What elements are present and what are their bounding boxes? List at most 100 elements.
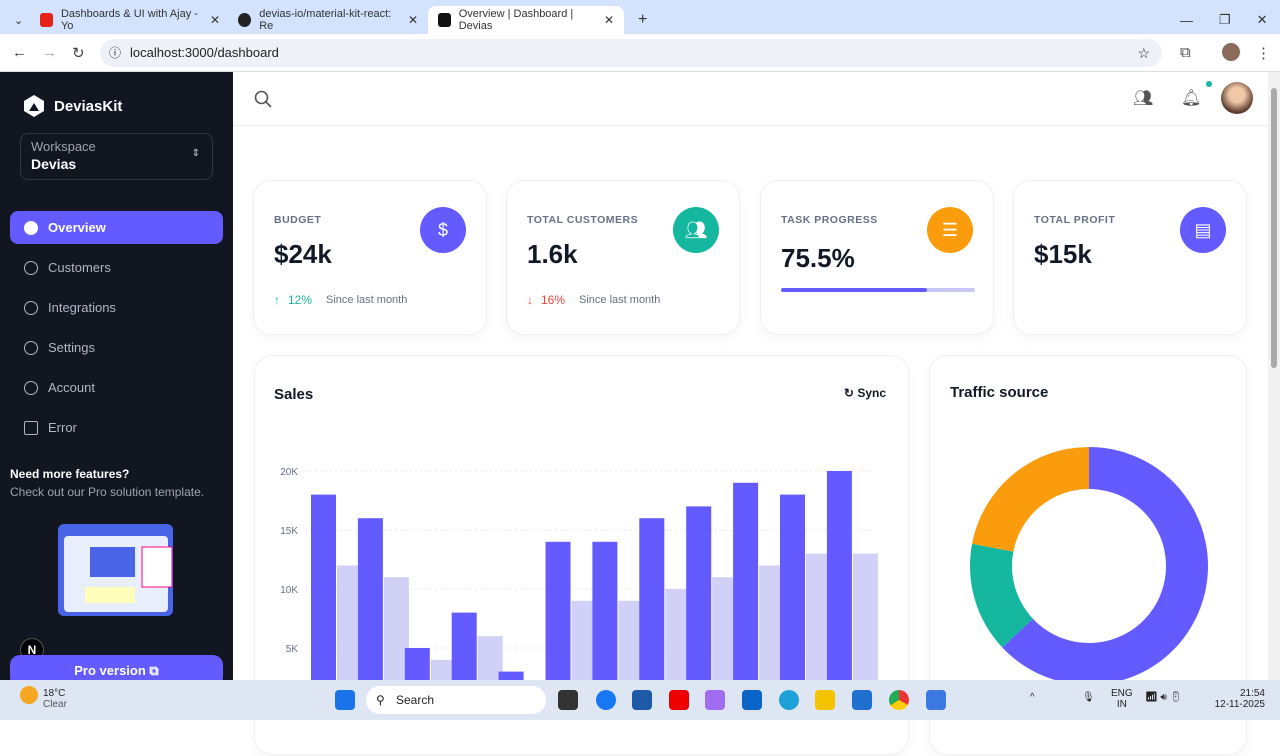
file-explorer-icon[interactable]	[815, 690, 835, 710]
promo-title: Need more features?	[10, 467, 130, 481]
sidebar-item-overview[interactable]: Overview	[10, 211, 223, 244]
sidebar-item-account[interactable]: Account	[10, 371, 223, 404]
x-square-icon	[24, 420, 38, 435]
card-title: TOTAL CUSTOMERS	[527, 214, 639, 226]
search-icon[interactable]	[254, 90, 272, 108]
sync-button[interactable]: ↻ Sync	[843, 386, 886, 400]
stat-card: TOTAL PROFIT $15k ▤	[1013, 180, 1247, 335]
scrollbar-thumb[interactable]	[1271, 88, 1277, 368]
new-tab-button[interactable]: +	[638, 11, 648, 28]
youtube-icon[interactable]	[669, 690, 689, 710]
bar-this-year	[545, 541, 571, 707]
trend: ↑ 12% Since last month	[274, 293, 408, 307]
close-tab-icon[interactable]: ✕	[603, 13, 614, 27]
extensions-icon[interactable]: ⧉	[1180, 44, 1191, 61]
facebook-icon[interactable]	[596, 690, 616, 710]
url-input[interactable]: ⓘ localhost:3000/dashboard ☆	[100, 39, 1162, 67]
brand-logo[interactable]: DeviasKit	[22, 94, 122, 118]
minimize-icon[interactable]: —	[1180, 12, 1193, 28]
top-nav: 👥︎ 🔔︎	[233, 72, 1268, 126]
tray-chevron-icon[interactable]: ^	[1030, 692, 1035, 703]
mic-icon[interactable]: 🎙︎	[1082, 692, 1095, 703]
contacts-icon[interactable]: 👥︎	[1133, 90, 1154, 107]
card-value: $15k	[1034, 239, 1092, 269]
back-icon[interactable]: ←	[12, 44, 27, 61]
menu-icon[interactable]: ⋮	[1256, 45, 1271, 62]
bar-this-year	[357, 518, 383, 707]
clock[interactable]: 21:54 12-11-2025	[1214, 688, 1265, 710]
traffic-title: Traffic source	[950, 384, 1049, 401]
y-tick-label: 20K	[280, 467, 298, 478]
workspace-selector[interactable]: Workspace Devias ⇕	[20, 133, 213, 180]
search-icon: ⚲	[376, 693, 385, 707]
close-window-icon[interactable]: ✕	[1256, 12, 1268, 27]
chevron-up-down-icon: ⇕	[191, 148, 200, 159]
bar-this-year	[733, 482, 759, 707]
progress-fill	[781, 288, 928, 292]
outlook-icon[interactable]	[742, 690, 762, 710]
profile-avatar[interactable]	[1222, 43, 1240, 61]
devias-logo-icon	[24, 95, 44, 117]
app-icon[interactable]	[558, 690, 578, 710]
promo-text: Check out our Pro solution template.	[10, 485, 205, 499]
forward-icon[interactable]: →	[42, 44, 57, 61]
card-icon: ☰	[927, 207, 973, 253]
browser-tab[interactable]: devias-io/material-kit-react: Re ✕	[228, 6, 428, 34]
stat-card: TOTAL CUSTOMERS 1.6k 👥︎ ↓ 16% Since last mo…	[506, 180, 740, 335]
sidebar-item-integrations[interactable]: Integrations	[10, 291, 223, 324]
store-icon[interactable]	[632, 690, 652, 710]
y-tick-label: 5K	[286, 644, 299, 655]
browser-tab[interactable]: Dashboards & UI with Ajay - Yo ✕	[30, 6, 230, 34]
bell-icon[interactable]: 🔔︎	[1181, 90, 1202, 107]
language-indicator[interactable]: ENG IN	[1111, 688, 1133, 710]
card-icon: 👥︎	[673, 207, 719, 253]
weather-widget[interactable]: 18°C Clear	[43, 688, 67, 710]
wifi-volume-battery-icons[interactable]: 📶︎ 🔊︎ 🔋︎	[1145, 692, 1183, 703]
bar-this-year	[780, 494, 805, 707]
copilot-icon[interactable]	[705, 690, 725, 710]
plugs-icon	[24, 300, 38, 315]
traffic-donut-chart	[970, 447, 1208, 685]
edge-icon[interactable]	[779, 690, 799, 710]
vscode-icon[interactable]	[852, 690, 872, 710]
bar-this-year	[592, 541, 618, 707]
external-link-icon: ⧉	[149, 663, 159, 678]
bar-this-year	[686, 506, 712, 707]
sidebar: DeviasKit Workspace Devias ⇕ Overview Cust…	[0, 72, 233, 687]
arrow-down-icon: ↓	[527, 293, 533, 307]
weather-icon	[20, 686, 38, 704]
chrome-icon[interactable]	[889, 690, 909, 710]
card-title: BUDGET	[274, 214, 322, 226]
taskbar-search[interactable]: ⚲ Search	[366, 686, 546, 714]
scrollbar[interactable]	[1268, 72, 1280, 680]
maximize-icon[interactable]: ❐	[1219, 12, 1231, 27]
window-controls[interactable]: — ❐ ✕	[1170, 6, 1278, 34]
card-value: $24k	[274, 239, 332, 269]
sidebar-item-customers[interactable]: Customers	[10, 251, 223, 284]
sidebar-item-error[interactable]: Error	[10, 411, 223, 444]
start-icon[interactable]	[335, 690, 355, 710]
tab-list-button[interactable]: ⌄	[14, 14, 24, 27]
donut-slice	[972, 447, 1089, 552]
avatar[interactable]	[1221, 82, 1253, 114]
card-icon: $	[420, 207, 466, 253]
bookmark-star-icon[interactable]: ☆	[1137, 45, 1150, 61]
progress-bar	[781, 288, 975, 292]
sales-title: Sales	[274, 386, 314, 403]
reload-icon[interactable]: ↻	[72, 45, 85, 62]
info-icon: ⓘ	[109, 46, 122, 60]
bar-this-year	[826, 471, 852, 707]
close-tab-icon[interactable]: ✕	[209, 13, 220, 27]
browser-tab-active[interactable]: Overview | Dashboard | Devias ✕	[428, 6, 624, 34]
main-content: 👥︎ 🔔︎ BUDGET $24k $ ↑ 12% Since last month T…	[233, 72, 1268, 755]
sync-icon: ↻	[843, 386, 854, 400]
promo-illustration	[58, 524, 173, 616]
app-icon[interactable]	[926, 690, 946, 710]
sidebar-item-settings[interactable]: Settings	[10, 331, 223, 364]
taskbar: 18°C Clear ⚲ Search ^ 🎙︎ ENG IN 📶︎ 🔊︎ 🔋︎ 21…	[0, 680, 1280, 720]
arrow-up-icon: ↑	[274, 293, 280, 307]
stat-card: TASK PROGRESS 75.5% ☰	[760, 180, 994, 335]
card-value: 1.6k	[527, 239, 578, 269]
user-icon	[24, 380, 38, 395]
close-tab-icon[interactable]: ✕	[407, 13, 418, 27]
